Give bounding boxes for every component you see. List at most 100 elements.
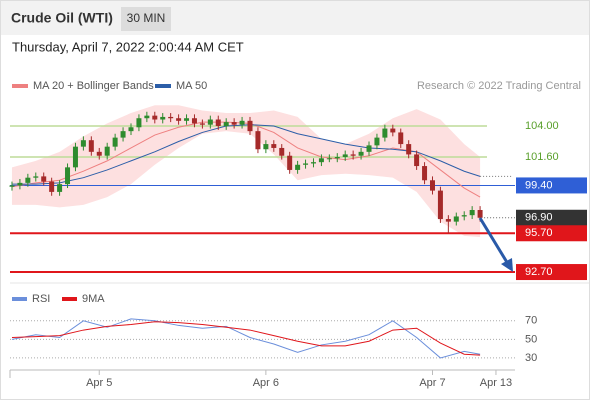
legend-label: 9MA — [82, 293, 105, 305]
candle-body — [57, 184, 63, 192]
timeframe-box — [121, 7, 171, 31]
candle-body — [160, 116, 166, 120]
candle-body — [310, 162, 316, 164]
candle-body — [17, 182, 23, 186]
candle-body — [136, 118, 142, 128]
price-panel: MA 20 + Bollinger Bands MA 50 104.00 101.60… — [9, 80, 587, 281]
legend-swatch — [12, 84, 28, 88]
candle-body — [263, 144, 269, 150]
candle-body — [342, 154, 348, 158]
candle-body — [358, 151, 364, 156]
candle-body — [184, 118, 190, 121]
forecast-arrow — [478, 217, 510, 265]
x-tick-label: Apr 5 — [86, 377, 112, 389]
level-label: 92.70 — [525, 266, 553, 278]
candle-body — [295, 164, 301, 170]
candle-body — [374, 137, 380, 146]
candle-body — [49, 181, 55, 192]
candle-body — [176, 118, 182, 121]
candle-body — [366, 145, 372, 152]
candle-body — [406, 144, 412, 155]
header-bar — [1, 1, 589, 35]
candle-body — [303, 163, 309, 165]
y-tick-label: 70 — [525, 315, 537, 327]
title: Crude Oil (WTI) — [11, 10, 113, 26]
rsi-line — [11, 318, 481, 359]
candle-body — [461, 215, 467, 217]
candle-body — [318, 158, 324, 163]
legend-swatch — [12, 297, 27, 301]
level-label: 104.00 — [525, 120, 559, 132]
candle-body — [207, 119, 213, 125]
candle-body — [191, 118, 197, 124]
legend-label: RSI — [32, 293, 50, 305]
candle-body — [287, 155, 293, 170]
level-box — [516, 177, 587, 194]
level-box — [516, 225, 587, 242]
candle-body — [120, 131, 126, 138]
candle-body — [469, 210, 475, 216]
candle-body — [9, 185, 15, 187]
timestamp: Thursday, April 7, 2022 2:00:44 AM CET — [12, 39, 244, 54]
level-label: 101.60 — [525, 151, 559, 163]
candle-body — [255, 131, 261, 150]
legend-label: MA 20 + Bollinger Bands — [33, 80, 154, 92]
level-box — [516, 209, 587, 226]
candle-body — [414, 154, 420, 167]
candle-body — [477, 210, 483, 218]
level-label: 99.40 — [525, 179, 553, 191]
candle-body — [96, 151, 102, 156]
bollinger-band — [11, 105, 481, 238]
credit: Research © 2022 Trading Central — [417, 80, 581, 92]
candle-body — [223, 122, 229, 126]
rsi-line — [11, 321, 481, 356]
x-tick-label: Apr 13 — [480, 377, 512, 389]
candle-body — [144, 115, 150, 119]
rsi-panel: RSI 9MA 70 50 30 Apr 5 Apr 6 Apr 7 Apr 13 — [10, 293, 537, 389]
candle-body — [128, 127, 134, 132]
candle-body — [429, 180, 435, 191]
candle-body — [398, 132, 404, 145]
candle-body — [88, 140, 94, 152]
y-tick-label: 50 — [525, 333, 537, 345]
candle-body — [437, 190, 443, 220]
candle-body — [271, 144, 277, 148]
candle-body — [334, 157, 340, 159]
x-tick-label: Apr 6 — [253, 377, 279, 389]
candle-body — [168, 116, 174, 119]
candle-body — [72, 146, 78, 168]
candle-body — [104, 146, 110, 156]
candle-body — [247, 120, 253, 132]
candle-body — [279, 147, 285, 156]
candle-body — [231, 122, 237, 125]
x-tick-label: Apr 7 — [419, 377, 445, 389]
candle-body — [350, 154, 356, 156]
candle-body — [326, 158, 332, 160]
y-tick-label: 30 — [525, 352, 537, 364]
candle-body — [112, 137, 118, 147]
candle-body — [33, 176, 39, 178]
candle-body — [152, 115, 158, 120]
candle-body — [422, 166, 428, 181]
candle-body — [390, 128, 396, 133]
level-box — [516, 264, 587, 281]
candle-body — [215, 119, 221, 126]
legend-swatch — [62, 297, 77, 301]
arrow-head — [501, 258, 513, 272]
level-label: 96.90 — [525, 212, 553, 224]
timeframe: 30 MIN — [127, 11, 166, 25]
legend-swatch — [155, 84, 171, 88]
candle-body — [239, 120, 245, 125]
legend-label: MA 50 — [176, 80, 207, 92]
candle-body — [41, 176, 47, 182]
candle-body — [25, 177, 31, 183]
candle-body — [65, 167, 71, 185]
candle-body — [382, 128, 388, 138]
level-label: 95.70 — [525, 227, 553, 239]
candle-body — [199, 123, 205, 125]
candle-body — [445, 219, 451, 222]
candle-body — [80, 140, 86, 147]
